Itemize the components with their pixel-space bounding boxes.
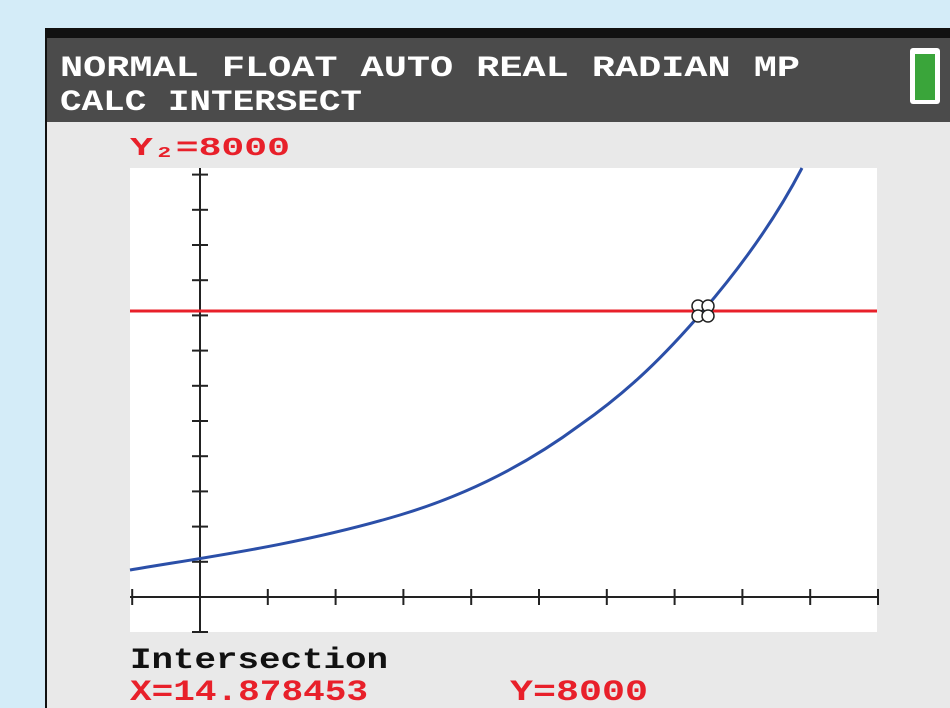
result-x: X=14.878453 xyxy=(130,676,368,708)
trace-cursor xyxy=(691,299,715,323)
cursor-part xyxy=(701,309,715,323)
status-bar xyxy=(47,38,950,122)
mode-line: NORMAL FLOAT AUTO REAL RADIAN MP xyxy=(60,52,800,86)
battery-level xyxy=(915,54,935,100)
graph-area xyxy=(130,168,877,632)
result-title: Intersection xyxy=(130,644,388,678)
tick-marks xyxy=(131,173,879,633)
menu-line: CALC INTERSECT xyxy=(60,86,362,120)
curve xyxy=(129,167,804,572)
result-y: Y=8000 xyxy=(510,676,648,708)
equation-label: Y₂=8000 xyxy=(130,133,290,163)
